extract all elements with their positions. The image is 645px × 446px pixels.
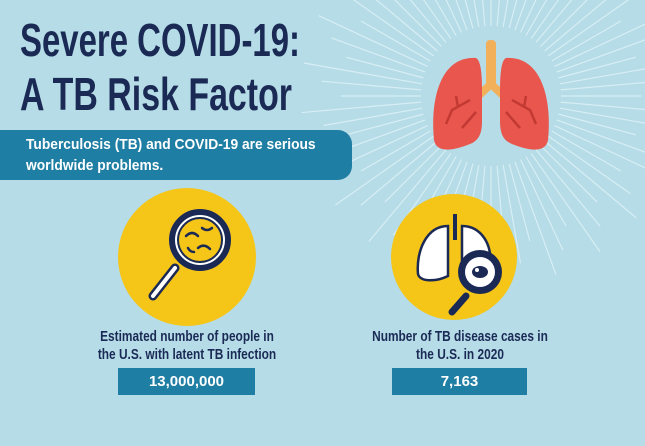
stat-value: 7,163 [440, 373, 479, 390]
ray [544, 0, 607, 52]
title-line: A TB Risk Factor [20, 68, 292, 120]
ray [535, 0, 573, 43]
ray [473, 0, 480, 28]
ray [455, 0, 468, 31]
stat-value: 13,000,000 [148, 373, 225, 390]
ray [384, 145, 442, 203]
ray [554, 23, 645, 67]
ray [496, 0, 501, 27]
ray [502, 0, 509, 28]
ray [303, 62, 423, 85]
ray [520, 0, 537, 33]
ray [544, 140, 637, 219]
ray [508, 0, 518, 29]
ray [464, 0, 474, 29]
ray [318, 15, 428, 67]
ray [336, 125, 428, 169]
ray [360, 20, 431, 62]
ray [423, 0, 452, 40]
ray [540, 0, 588, 47]
ray [508, 163, 531, 242]
ray [556, 119, 645, 153]
lung-magnifier-icon [416, 214, 502, 316]
ray [559, 107, 645, 124]
ray [360, 130, 431, 172]
value-box [118, 368, 255, 395]
ray [547, 0, 630, 57]
banner [0, 130, 352, 180]
lungs-icon [433, 40, 549, 150]
ray [514, 0, 527, 31]
stat-label: Estimated number of people in the U.S. w… [97, 329, 277, 363]
ray [558, 113, 637, 136]
ray [547, 135, 631, 194]
ray [530, 152, 601, 252]
ray [375, 0, 438, 52]
ray [514, 161, 557, 275]
ray [551, 130, 622, 172]
ray [535, 149, 601, 227]
ray [520, 159, 564, 251]
ray [301, 101, 422, 114]
ray [394, 0, 442, 47]
ray [321, 80, 422, 91]
banner-text: Tuberculosis (TB) and COVID-19 are serio… [26, 136, 316, 174]
ray [554, 125, 645, 169]
ray [525, 156, 567, 227]
ray [409, 0, 447, 43]
ray [445, 0, 462, 33]
ray [331, 37, 426, 73]
stat-label: Number of TB disease cases in the U.S. i… [372, 329, 548, 363]
ray [481, 0, 486, 27]
ray [434, 0, 457, 36]
ray [551, 20, 622, 62]
ray [323, 107, 423, 127]
ray [540, 145, 598, 203]
ray [352, 0, 435, 57]
icon-circle [391, 194, 517, 320]
ray [530, 0, 559, 40]
ray [335, 135, 435, 206]
title-line: Severe COVID-19: [20, 14, 300, 66]
ray [360, 140, 438, 206]
ray [502, 164, 522, 264]
ray [560, 101, 645, 111]
ray [368, 149, 447, 242]
ray [560, 81, 645, 91]
magnifier-icon [148, 209, 231, 301]
ray [559, 68, 645, 85]
ray [345, 113, 424, 136]
value-box [392, 368, 527, 395]
ray [558, 56, 637, 79]
ray [556, 39, 645, 73]
ray [345, 56, 424, 79]
ray [525, 0, 548, 36]
